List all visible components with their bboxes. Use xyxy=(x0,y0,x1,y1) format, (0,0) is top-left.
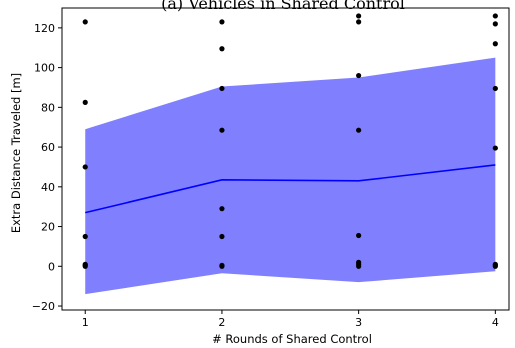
scatter-point xyxy=(219,233,225,240)
scatter-point xyxy=(492,85,498,92)
scatter-point xyxy=(356,19,362,25)
scatter-point xyxy=(82,233,88,240)
plot-area xyxy=(82,13,498,295)
y-axis-label: Extra Distance Traveled [m] xyxy=(9,73,23,233)
scatter-point xyxy=(356,72,362,79)
y-tick-label: 100 xyxy=(34,62,55,75)
scatter-point xyxy=(219,46,225,52)
scatter-point xyxy=(492,41,498,47)
scatter-point xyxy=(356,13,362,19)
scatter-point xyxy=(219,127,225,133)
scatter-point xyxy=(492,145,498,151)
scatter-point xyxy=(82,99,88,105)
scatter-point xyxy=(219,85,225,92)
y-tick-label: −20 xyxy=(32,300,55,313)
scatter-point xyxy=(492,21,498,27)
scatter-point xyxy=(492,263,498,269)
x-tick-label: 4 xyxy=(492,316,499,329)
scatter-point xyxy=(82,164,88,170)
scatter-point xyxy=(356,127,362,133)
confidence-band xyxy=(85,57,496,295)
scatter-point xyxy=(356,263,362,269)
y-tick-label: 80 xyxy=(41,101,55,114)
x-tick-label: 3 xyxy=(355,316,362,329)
x-tick-label: 1 xyxy=(82,316,89,329)
scatter-point xyxy=(82,263,88,269)
scatter-point xyxy=(492,13,498,19)
x-axis-label: # Rounds of Shared Control xyxy=(212,332,372,346)
x-axis: 1 2 3 4 xyxy=(82,310,499,329)
chart-title: (a) Vehicles in Shared Control xyxy=(161,0,405,13)
scatter-point xyxy=(219,206,225,212)
plot-frame xyxy=(61,7,510,311)
scatter-point xyxy=(82,19,88,25)
y-tick-label: 40 xyxy=(41,181,55,194)
scatter-point xyxy=(219,19,225,25)
y-tick-label: 20 xyxy=(41,221,55,234)
y-tick-label: 60 xyxy=(41,141,55,154)
scatter-point xyxy=(219,263,225,269)
y-axis: −20 0 20 40 60 80 100 120 xyxy=(32,22,62,313)
y-tick-label: 0 xyxy=(48,260,55,273)
scatter-point xyxy=(356,232,362,239)
mean-line xyxy=(85,164,496,214)
y-tick-label: 120 xyxy=(34,22,55,35)
x-tick-label: 2 xyxy=(218,316,225,329)
